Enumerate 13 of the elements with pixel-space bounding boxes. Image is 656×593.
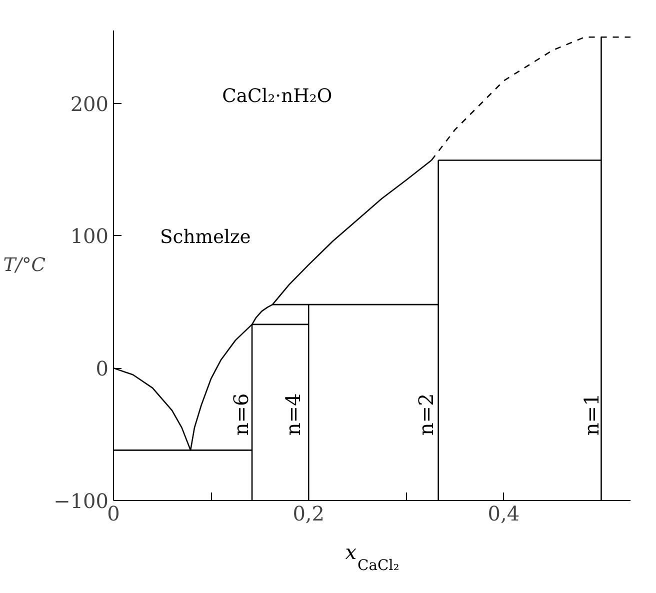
x-tick-label: 0,4	[488, 502, 520, 526]
y-tick-label: 200	[70, 92, 109, 116]
annotation: n=2	[414, 393, 438, 436]
annotation: CaCl₂·nH₂O	[222, 86, 332, 107]
annotation: n=6	[229, 393, 254, 436]
annotation: n=1	[580, 393, 604, 436]
y-tick-label: −100	[54, 489, 109, 513]
y-axis-title: T/°C	[3, 255, 46, 276]
y-tick-label: 0	[96, 356, 109, 381]
x-tick-label: 0,2	[292, 502, 325, 526]
annotation: Schmelze	[160, 226, 251, 248]
y-tick-label: 100	[70, 224, 109, 248]
annotation: n=4	[280, 393, 305, 436]
